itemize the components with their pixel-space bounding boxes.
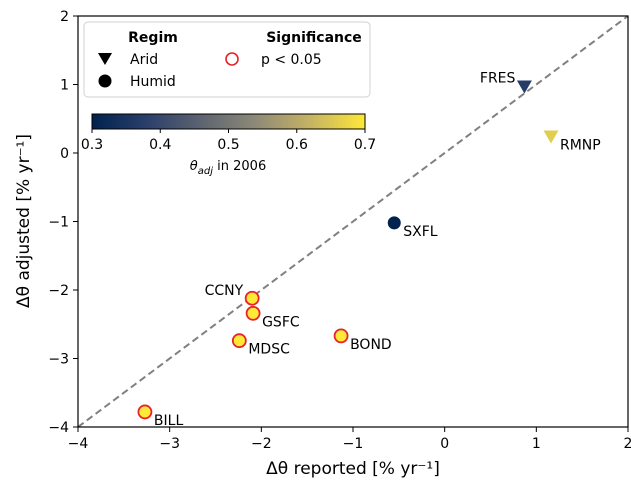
legend-regim-title: Regim xyxy=(128,30,178,46)
y-tick-label: 0 xyxy=(60,146,69,162)
point-gsfc-marker xyxy=(245,305,261,321)
y-tick-label: −1 xyxy=(48,215,69,231)
x-tick-label: −4 xyxy=(68,436,89,452)
legend-significance-title: Significance xyxy=(266,30,362,46)
point-label-fres: FRES xyxy=(480,71,516,87)
legend-arid-marker xyxy=(98,53,112,65)
colorbar-tick-label: 0.7 xyxy=(354,137,376,153)
one-to-one-line xyxy=(78,16,628,427)
colorbar-tick-label: 0.4 xyxy=(149,137,171,153)
point-rmnp-marker xyxy=(543,130,559,144)
x-tick-label: −1 xyxy=(343,436,364,452)
y-tick-label: 2 xyxy=(60,9,69,25)
point-fres-marker xyxy=(516,80,532,94)
y-tick-label: −4 xyxy=(48,420,69,436)
x-tick-label: −3 xyxy=(159,436,180,452)
point-label-bond: BOND xyxy=(350,337,392,353)
legend-significance-label: p < 0.05 xyxy=(261,52,322,68)
point-label-rmnp: RMNP xyxy=(560,138,601,154)
colorbar-gradient xyxy=(91,113,366,130)
x-tick-label: 0 xyxy=(440,436,449,452)
colorbar-tick-label: 0.3 xyxy=(81,137,103,153)
x-tick-label: 1 xyxy=(532,436,541,452)
point-label-mdsc: MDSC xyxy=(248,342,290,358)
legend: Regim Significance Arid Humid p < 0.05 xyxy=(83,21,371,98)
x-tick-label: −2 xyxy=(251,436,272,452)
colorbar-tick-label: 0.6 xyxy=(286,137,308,153)
x-tick-label: 2 xyxy=(624,436,631,452)
legend-humid-label: Humid xyxy=(130,74,176,90)
point-ccny-marker xyxy=(244,290,260,306)
point-sxfl-marker xyxy=(387,216,401,230)
colorbar: 0.3 0.4 0.5 0.6 0.7 θadj in 2006 xyxy=(81,113,376,177)
point-mdsc-marker xyxy=(231,333,247,349)
point-label-gsfc: GSFC xyxy=(262,314,300,330)
legend-arid-label: Arid xyxy=(130,52,158,68)
x-axis-label: Δθ reported [% yr⁻¹] xyxy=(266,459,440,479)
point-bond-marker xyxy=(333,328,349,344)
point-bill-marker xyxy=(137,404,153,420)
legend-significance-marker xyxy=(225,52,239,66)
legend-humid-marker xyxy=(98,74,112,88)
y-tick-label: −3 xyxy=(48,352,69,368)
point-label-sxfl: SXFL xyxy=(403,224,438,240)
y-tick-label: 1 xyxy=(60,78,69,94)
y-axis-label: Δθ adjusted [% yr⁻¹] xyxy=(14,134,34,308)
y-tick-label: −2 xyxy=(48,283,69,299)
colorbar-tick-label: 0.5 xyxy=(217,137,239,153)
point-label-ccny: CCNY xyxy=(205,283,244,299)
colorbar-label: θadj in 2006 xyxy=(190,159,266,177)
legend-box xyxy=(83,21,371,98)
point-label-bill: BILL xyxy=(154,413,184,429)
